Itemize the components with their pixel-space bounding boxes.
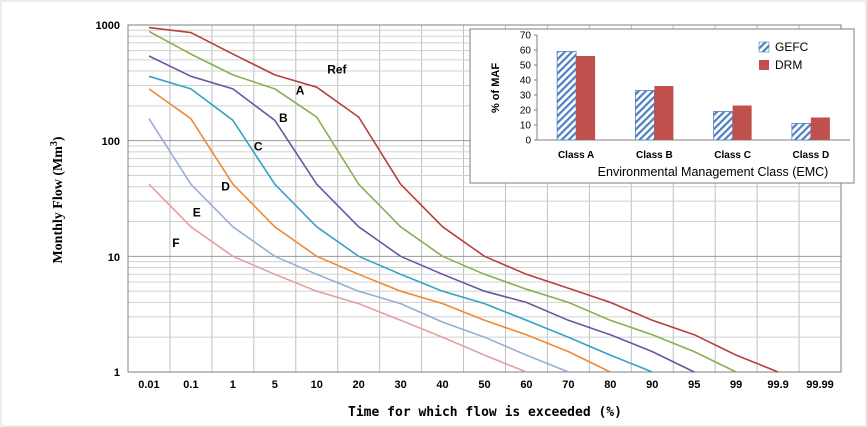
legend-swatch-gefc (758, 41, 770, 53)
series-label-d: D (221, 180, 230, 194)
x-tick-label: 10 (311, 379, 323, 391)
bar-gefc (791, 123, 812, 141)
x-tick-label: 95 (688, 379, 700, 391)
legend-label-drm: DRM (775, 58, 802, 72)
series-line-e (148, 118, 569, 373)
inset-y-tick-label: 60 (520, 46, 532, 57)
bar-gefc (634, 90, 655, 141)
y-tick-label: 10 (108, 252, 120, 264)
series-label-c: C (254, 140, 263, 154)
y-axis-label-text: Monthly Flow (Mm (51, 146, 66, 264)
bar-drm (654, 86, 674, 140)
y-axis-label-superscript: 3 (49, 141, 60, 146)
series-label-e: E (193, 206, 201, 220)
x-tick-label: 30 (394, 379, 406, 391)
legend-swatch-drm (759, 60, 769, 70)
inset-y-tick-label: 30 (520, 91, 532, 102)
inset-y-tick-label: 20 (520, 106, 532, 117)
series-line-ref (148, 26, 779, 373)
x-tick-label: 40 (436, 379, 448, 391)
inset-y-axis-label: % of MAF (490, 63, 502, 113)
inset-category-label: Class A (558, 150, 594, 161)
series-line-c (148, 75, 653, 373)
x-tick-labels: 0.01 0.1 1 5 10 20 30 40 50 60 70 80 90 95 99 99.9 99.99 (138, 379, 834, 391)
inset-legend: GEFC DRM (758, 40, 809, 72)
series-labels: Ref AB C D E F (172, 63, 347, 251)
inset-category-label: Class B (636, 150, 673, 161)
x-axis-label: Time for which flow is exceeded (%) (348, 405, 622, 420)
y-tick-label: 1 (114, 367, 120, 379)
x-tick-label: 99 (730, 379, 742, 391)
series-label-b: B (279, 111, 288, 125)
y-axis-label-close: ) (51, 136, 66, 141)
y-axis-label: Monthly Flow (Mm3) (49, 136, 66, 263)
x-tick-label: 99.99 (806, 379, 834, 391)
series-line-d (148, 88, 611, 373)
bar-gefc (556, 51, 577, 141)
x-tick-label: 90 (646, 379, 658, 391)
series-line-f (148, 183, 527, 373)
series-label-a: A (296, 84, 305, 98)
y-tick-label: 1000 (96, 20, 120, 32)
inset-bars (556, 51, 830, 141)
x-tick-label: 70 (562, 379, 574, 391)
inset-y-tick-label: 0 (525, 136, 531, 147)
y-tick-labels: 1000 100 10 1 (96, 20, 120, 379)
inset-y-tick-label: 50 (520, 61, 532, 72)
x-tick-label: 1 (230, 379, 236, 391)
inset-y-tick-label: 40 (520, 76, 532, 87)
y-tick-label: 100 (102, 136, 120, 148)
bar-gefc (713, 111, 734, 141)
bar-drm (576, 56, 596, 140)
bar-drm (732, 105, 752, 140)
series-lines (148, 26, 779, 373)
x-tick-label: 50 (478, 379, 490, 391)
x-tick-label: 0.01 (138, 379, 159, 391)
series-line-a (148, 30, 737, 373)
inset-category-label: Class D (793, 150, 830, 161)
series-label-ref: Ref (327, 63, 347, 77)
inset-category-labels: Class A Class B Class C Class D (558, 150, 829, 161)
x-tick-label: 99.9 (767, 379, 788, 391)
inset-y-tick-label: 70 (520, 31, 532, 42)
series-line-b (148, 55, 695, 373)
series-label-f: F (172, 236, 179, 250)
plot-area-border (127, 24, 842, 373)
legend-label-gefc: GEFC (775, 40, 809, 54)
x-tick-label: 0.1 (183, 379, 198, 391)
inset-y-tick-label: 10 (520, 121, 532, 132)
x-tick-label: 20 (353, 379, 365, 391)
inset-category-label: Class C (714, 150, 751, 161)
bar-drm (810, 117, 830, 140)
x-tick-label: 5 (272, 379, 278, 391)
x-tick-label: 80 (604, 379, 616, 391)
inset-x-axis-label: Environmental Management Class (EMC) (598, 165, 829, 179)
x-tick-label: 60 (520, 379, 532, 391)
